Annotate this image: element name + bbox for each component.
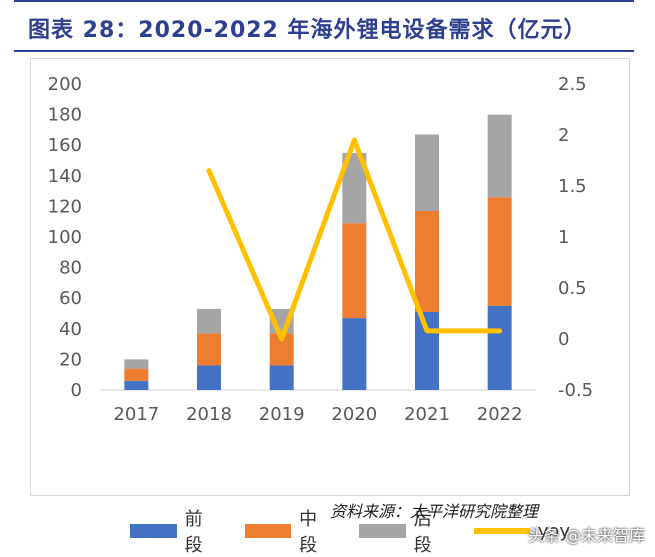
title-bar: 图表 28：2020-2022 年海外锂电设备需求（亿元） (14, 0, 634, 52)
y-tick-label: 40 (59, 319, 82, 340)
bar-middle (197, 333, 221, 365)
bar-back (197, 309, 221, 333)
bar-front (342, 318, 366, 390)
y2-tick-label: 1 (558, 227, 569, 248)
legend-item-middle: 中段 (245, 505, 330, 557)
y-tick-label: 120 (48, 196, 82, 217)
bar-back (488, 115, 512, 198)
y-tick-label: 160 (48, 135, 82, 156)
bar-front (197, 366, 221, 390)
x-tick-label: 2020 (331, 404, 377, 425)
bar-front (415, 312, 439, 390)
y2-tick-label: 1.5 (558, 176, 587, 197)
bar-middle (488, 197, 512, 306)
y-tick-label: 200 (48, 74, 82, 95)
y2-tick-label: 0 (558, 329, 569, 350)
legend-line-yoy (474, 528, 530, 534)
x-tick-label: 2021 (404, 404, 450, 425)
y-tick-label: 0 (71, 380, 82, 401)
bar-front (270, 366, 294, 390)
y-tick-label: 180 (48, 105, 82, 126)
y2-tick-label: 2.5 (558, 74, 587, 95)
bar-middle (415, 211, 439, 312)
legend-label-middle: 中段 (299, 505, 329, 557)
x-tick-label: 2019 (259, 404, 305, 425)
legend-swatch-middle (245, 524, 292, 538)
y2-tick-label: -0.5 (558, 380, 593, 401)
y2-tick-label: 2 (558, 125, 569, 146)
y2-tick-label: 0.5 (558, 278, 587, 299)
y-tick-label: 20 (59, 349, 82, 370)
bar-back (124, 359, 148, 368)
bar-front (124, 381, 148, 390)
legend-label-front: 前段 (185, 505, 215, 557)
legend-item-front: 前段 (130, 505, 215, 557)
y-tick-label: 60 (59, 288, 82, 309)
bar-middle (342, 223, 366, 318)
chart-svg: 2001801601401201008060402002.521.510.50-… (30, 58, 630, 496)
chart-title: 图表 28：2020-2022 年海外锂电设备需求（亿元） (28, 12, 587, 44)
legend-swatch-front (130, 524, 177, 538)
bar-middle (124, 369, 148, 381)
x-tick-label: 2018 (186, 404, 232, 425)
x-tick-label: 2017 (113, 404, 159, 425)
y-tick-label: 80 (59, 258, 82, 279)
y-tick-label: 140 (48, 166, 82, 187)
y-tick-label: 100 (48, 227, 82, 248)
x-tick-label: 2022 (477, 404, 523, 425)
bar-front (488, 306, 512, 390)
bar-back (415, 134, 439, 211)
source-note: 资料来源：太平洋研究院整理 (330, 498, 538, 522)
watermark: 头条 @未来智库 (528, 522, 645, 546)
legend-swatch-back (359, 524, 406, 538)
